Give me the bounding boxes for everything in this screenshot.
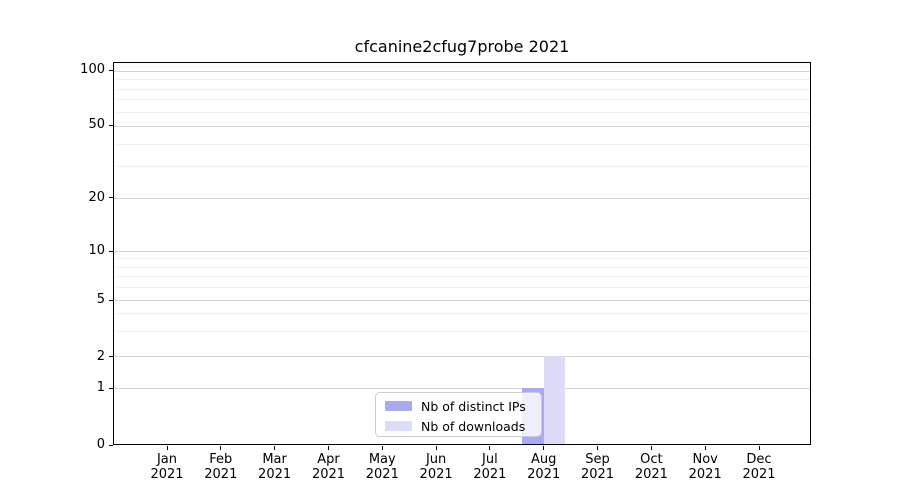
gridline-minor bbox=[114, 143, 810, 145]
y-tick-label: 2 bbox=[96, 348, 105, 364]
x-tick-mark bbox=[597, 446, 598, 450]
y-tick-label: 5 bbox=[96, 292, 105, 307]
x-tick-month: Aug bbox=[530, 452, 557, 467]
x-tick-mark bbox=[381, 446, 383, 450]
x-tick-year: 2021 bbox=[634, 467, 668, 482]
x-tick-month: Feb bbox=[209, 452, 233, 467]
legend-swatch bbox=[385, 421, 412, 431]
x-tick-year: 2021 bbox=[258, 467, 292, 482]
x-tick-label: Apr 2021 bbox=[297, 452, 361, 482]
x-tick-year: 2021 bbox=[419, 467, 453, 482]
gridline-major bbox=[114, 251, 810, 252]
x-tick-month: Apr bbox=[317, 452, 340, 467]
legend-row: Nb of distinct IPs bbox=[385, 396, 537, 416]
x-tick-year: 2021 bbox=[204, 467, 238, 482]
x-tick-mark bbox=[166, 446, 168, 450]
x-tick-month: Sep bbox=[585, 452, 610, 467]
x-tick-month: Mar bbox=[262, 452, 287, 467]
x-tick-label: Feb 2021 bbox=[189, 452, 253, 482]
gridline-major bbox=[114, 356, 810, 357]
x-tick-month: May bbox=[368, 452, 396, 467]
x-tick-year: 2021 bbox=[473, 467, 507, 482]
y-tick-label: 20 bbox=[88, 189, 105, 205]
x-tick-label: Jul 2021 bbox=[458, 452, 522, 482]
gridline-minor bbox=[114, 266, 810, 268]
y-tick-mark bbox=[109, 69, 113, 71]
x-tick-year: 2021 bbox=[688, 467, 722, 482]
x-tick-label: Aug 2021 bbox=[512, 452, 576, 482]
y-tick-label: 0 bbox=[96, 437, 105, 452]
x-tick-year: 2021 bbox=[742, 467, 776, 482]
gridline-minor bbox=[114, 331, 810, 333]
x-tick-year: 2021 bbox=[580, 467, 615, 482]
x-tick-year: 2021 bbox=[365, 467, 399, 482]
x-tick-label: Mar 2021 bbox=[243, 452, 307, 482]
legend-label: Nb of distinct IPs bbox=[421, 398, 526, 414]
y-tick-mark bbox=[109, 444, 113, 446]
x-tick-mark bbox=[274, 446, 276, 450]
gridline-major bbox=[114, 299, 810, 301]
gridline-minor bbox=[114, 286, 810, 288]
x-tick-label: Nov 2021 bbox=[673, 452, 737, 482]
x-tick-label: Sep 2021 bbox=[566, 452, 630, 482]
x-tick-year: 2021 bbox=[150, 467, 184, 482]
legend-label: Nb of downloads bbox=[421, 418, 526, 434]
y-tick-mark bbox=[109, 250, 113, 252]
x-tick-month: Oct bbox=[640, 452, 663, 467]
x-tick-month: Dec bbox=[746, 452, 772, 467]
x-tick-mark bbox=[328, 446, 329, 450]
y-tick-label: 50 bbox=[88, 117, 105, 133]
gridline-minor bbox=[114, 111, 810, 113]
x-tick-mark bbox=[704, 446, 706, 450]
y-tick-label: 100 bbox=[80, 62, 105, 77]
x-tick-year: 2021 bbox=[527, 467, 561, 482]
x-tick-mark bbox=[758, 446, 760, 450]
y-tick-mark bbox=[109, 387, 113, 389]
gridline-minor bbox=[114, 88, 810, 90]
x-tick-month: Jan bbox=[156, 452, 178, 467]
x-tick-month: Jun bbox=[425, 452, 447, 467]
gridline-major bbox=[114, 387, 810, 389]
gridline-major bbox=[114, 198, 810, 199]
x-tick-mark bbox=[489, 446, 491, 450]
chart-title: cfcanine2cfug7probe 2021 bbox=[354, 37, 570, 56]
y-tick-label: 1 bbox=[96, 380, 105, 396]
gridline-minor bbox=[114, 276, 810, 278]
gridline-major bbox=[114, 71, 810, 72]
x-tick-mark bbox=[543, 446, 545, 450]
x-tick-mark bbox=[220, 446, 222, 450]
gridline-major bbox=[114, 126, 810, 127]
plot-area bbox=[113, 62, 811, 445]
y-tick-label: 10 bbox=[88, 243, 105, 258]
legend: Nb of distinct IPs Nb of downloads bbox=[375, 392, 542, 437]
gridline-minor bbox=[114, 99, 810, 101]
x-tick-label: Jun 2021 bbox=[404, 452, 468, 482]
x-tick-mark bbox=[435, 446, 437, 450]
x-tick-label: Dec 2021 bbox=[727, 452, 791, 482]
gridline-minor bbox=[114, 79, 810, 81]
gridline-minor bbox=[114, 313, 810, 315]
gridline-minor bbox=[114, 258, 810, 260]
y-tick-mark bbox=[109, 197, 113, 199]
x-tick-label: May 2021 bbox=[350, 452, 414, 482]
x-tick-month: Nov bbox=[692, 452, 718, 467]
x-tick-year: 2021 bbox=[311, 467, 346, 482]
y-tick-mark bbox=[109, 356, 113, 357]
y-tick-mark bbox=[109, 124, 113, 126]
legend-swatch bbox=[385, 401, 412, 411]
bar-downloads bbox=[543, 356, 565, 444]
x-tick-month: Jul bbox=[482, 452, 498, 467]
legend-row: Nb of downloads bbox=[385, 416, 537, 436]
gridline-minor bbox=[114, 166, 810, 168]
x-tick-mark bbox=[650, 446, 652, 450]
x-tick-label: Jan 2021 bbox=[135, 452, 199, 482]
x-tick-label: Oct 2021 bbox=[619, 452, 683, 482]
y-tick-mark bbox=[109, 299, 113, 301]
